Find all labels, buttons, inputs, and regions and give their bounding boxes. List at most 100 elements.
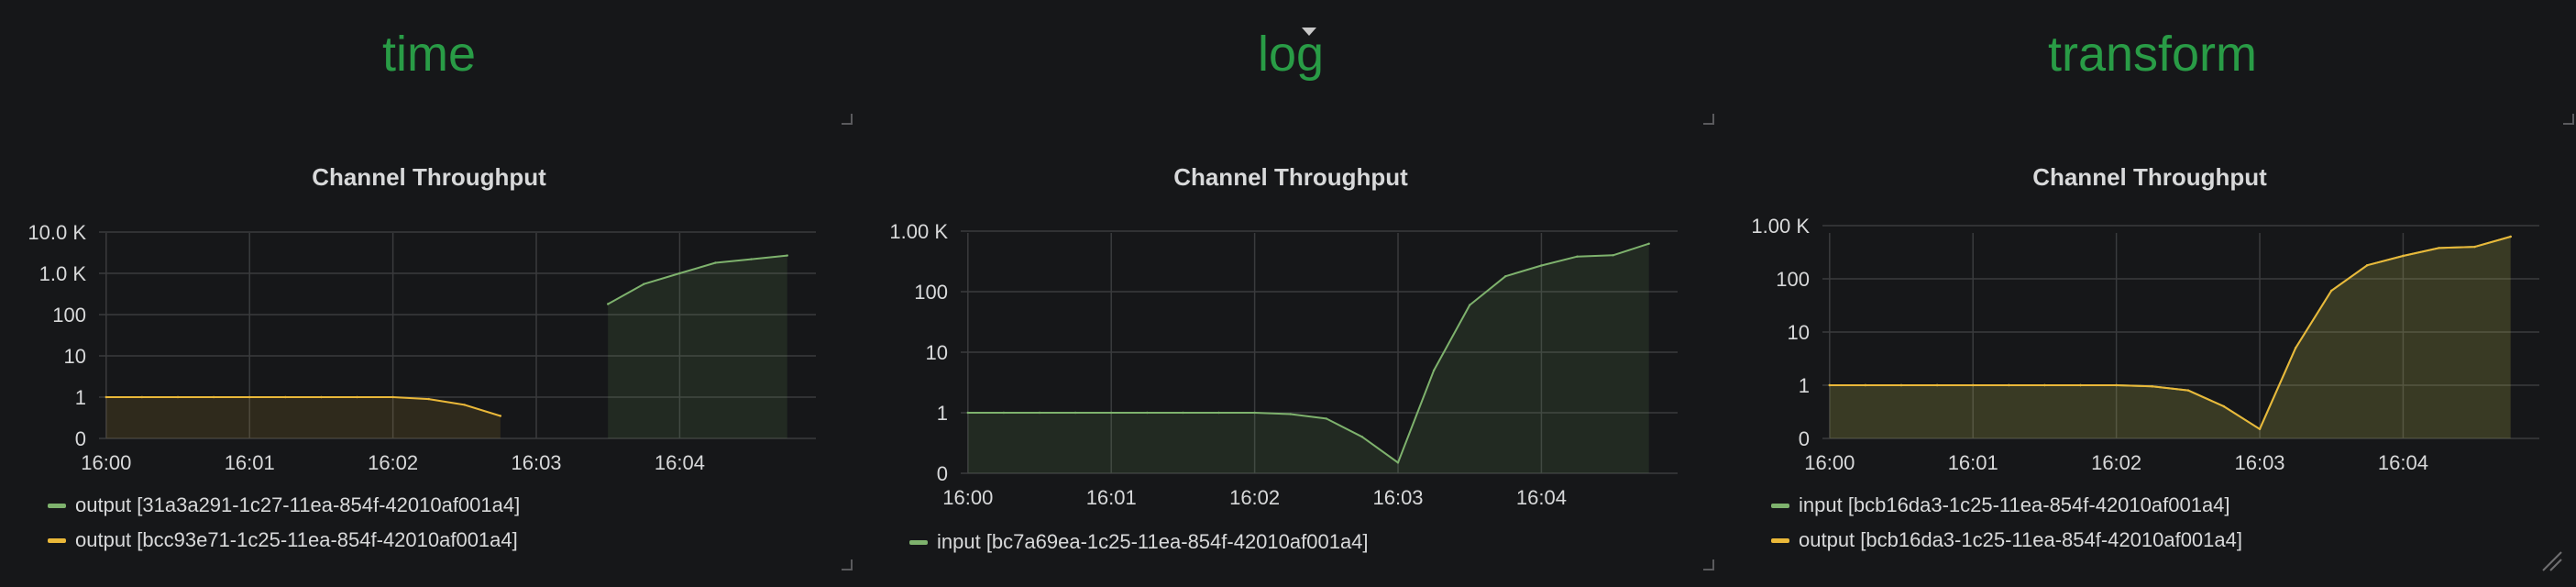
legend-label: input [bc7a69ea-1c25-11ea-854f-42010af00… bbox=[937, 530, 1369, 553]
legend-swatch bbox=[1771, 504, 1789, 508]
legend-label: input [bcb16da3-1c25-11ea-854f-42010af00… bbox=[1799, 493, 2230, 516]
data-point bbox=[1217, 411, 1220, 415]
x-tick-label: 16:00 bbox=[1804, 451, 1855, 474]
data-point bbox=[248, 395, 251, 399]
y-tick-label: 1 bbox=[75, 386, 86, 409]
x-tick-label: 16:04 bbox=[655, 451, 705, 474]
y-tick-label: 10.0 K bbox=[28, 221, 86, 244]
data-point bbox=[1972, 383, 1975, 387]
chart-title[interactable]: Channel Throughput bbox=[2032, 163, 2267, 191]
data-point bbox=[2438, 247, 2440, 249]
data-point bbox=[463, 404, 466, 406]
throughput-chart: Channel Throughput 0 1 10 100 1.00 K 16:00 16:0… bbox=[889, 163, 1678, 509]
chart-title[interactable]: Channel Throughput bbox=[312, 163, 546, 191]
legend-swatch bbox=[909, 540, 928, 545]
y-tick-label: 100 bbox=[914, 281, 948, 304]
y-tick-label: 1 bbox=[937, 402, 948, 425]
data-point bbox=[284, 395, 287, 399]
y-tick-label: 1.0 K bbox=[39, 262, 87, 285]
data-point bbox=[2079, 383, 2082, 387]
y-tick-label: 1.00 K bbox=[889, 220, 948, 243]
legend-swatch bbox=[1771, 538, 1789, 543]
series-line[interactable] bbox=[1829, 236, 2511, 430]
y-tick-label: 0 bbox=[75, 427, 86, 450]
series-area bbox=[608, 255, 787, 438]
panel-log: log Channel Throughput 0 1 10 100 1.00 K 16:00… bbox=[862, 0, 1720, 587]
data-point bbox=[1146, 411, 1149, 415]
data-point bbox=[966, 411, 969, 415]
series-area bbox=[105, 397, 501, 438]
panel-title[interactable]: time bbox=[381, 27, 476, 82]
data-point bbox=[1110, 411, 1113, 415]
x-tick-label: 16:03 bbox=[511, 451, 561, 474]
data-point bbox=[2258, 427, 2262, 430]
data-point bbox=[2151, 385, 2153, 388]
data-point bbox=[2008, 383, 2010, 387]
panel-resize-corner[interactable] bbox=[2563, 114, 2574, 125]
x-tick-label: 16:03 bbox=[2234, 451, 2284, 474]
panel-resize-corner[interactable] bbox=[1703, 559, 1714, 570]
throughput-chart: Channel Throughput 0 1 10 100 1.0 K 10.0 K 16:0… bbox=[28, 163, 816, 474]
series-area bbox=[1829, 237, 2511, 438]
x-tick-label: 16:03 bbox=[1372, 486, 1423, 509]
series-area bbox=[1829, 237, 2511, 438]
panel-title[interactable]: log bbox=[1257, 27, 1325, 82]
y-tick-label: 100 bbox=[1776, 268, 1810, 291]
x-tick-label: 16:01 bbox=[1948, 451, 1998, 474]
data-point bbox=[1002, 411, 1006, 415]
y-tick-label: 1 bbox=[1799, 374, 1810, 397]
data-point bbox=[2402, 254, 2405, 258]
data-point bbox=[1182, 411, 1184, 415]
series-line[interactable] bbox=[607, 254, 787, 305]
panel-title[interactable]: transform bbox=[2047, 27, 2258, 82]
x-tick-label: 16:01 bbox=[225, 451, 275, 474]
panel-resize-corner[interactable] bbox=[842, 114, 853, 125]
chevron-down-icon[interactable] bbox=[1302, 28, 1316, 36]
data-point bbox=[1935, 383, 1939, 387]
data-point bbox=[1864, 383, 1867, 387]
data-point bbox=[643, 282, 645, 285]
legend-swatch bbox=[48, 538, 66, 543]
data-point bbox=[750, 258, 753, 260]
panel-resize-corner[interactable] bbox=[1703, 114, 1714, 125]
panel-time: time Channel Throughput 0 1 10 100 1.0 K 10.0 … bbox=[0, 0, 858, 587]
data-point bbox=[2115, 383, 2118, 387]
data-point bbox=[1325, 417, 1327, 420]
data-point bbox=[212, 395, 215, 399]
data-point bbox=[2473, 245, 2476, 249]
data-point bbox=[607, 303, 610, 305]
data-point bbox=[1828, 383, 1831, 387]
data-point bbox=[427, 397, 430, 401]
data-point bbox=[356, 395, 358, 399]
chart-title[interactable]: Channel Throughput bbox=[1173, 163, 1408, 191]
resize-handle-icon[interactable] bbox=[2539, 548, 2563, 572]
data-point bbox=[1612, 254, 1614, 257]
panel-resize-corner[interactable] bbox=[842, 559, 853, 570]
data-point bbox=[1540, 264, 1543, 267]
legend-label: output [31a3a291-1c27-11ea-854f-42010af0… bbox=[75, 493, 521, 516]
y-tick-label: 10 bbox=[64, 345, 86, 368]
series-line[interactable] bbox=[105, 396, 501, 417]
data-point bbox=[1360, 436, 1364, 438]
data-point bbox=[320, 395, 323, 399]
data-point bbox=[1396, 461, 1400, 464]
x-tick-label: 16:04 bbox=[1516, 486, 1567, 509]
data-point bbox=[1073, 411, 1077, 415]
data-point bbox=[714, 261, 717, 264]
data-point bbox=[391, 395, 394, 399]
data-point bbox=[1576, 255, 1579, 258]
data-point bbox=[1289, 413, 1292, 415]
panel-transform: transform Channel Throughput 0 1 10 100 1.00 … bbox=[1723, 0, 2576, 587]
throughput-chart: Channel Throughput 0 1 10 100 1.00 K 16:00 16:0… bbox=[1751, 163, 2539, 474]
data-point bbox=[1469, 304, 1471, 306]
data-point bbox=[176, 395, 180, 399]
data-point bbox=[678, 271, 681, 275]
data-point bbox=[1432, 369, 1436, 372]
data-point bbox=[1504, 275, 1507, 278]
data-point bbox=[2330, 289, 2333, 293]
data-point bbox=[105, 395, 108, 399]
data-point bbox=[1647, 242, 1650, 245]
series-line[interactable] bbox=[967, 242, 1650, 464]
series-area bbox=[967, 243, 1649, 473]
x-tick-label: 16:04 bbox=[2378, 451, 2428, 474]
